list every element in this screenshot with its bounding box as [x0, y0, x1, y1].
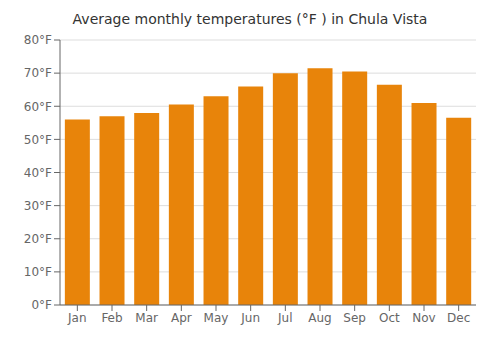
svg-text:Jul: Jul: [277, 311, 292, 325]
svg-text:20°F: 20°F: [24, 232, 52, 246]
svg-text:May: May: [204, 311, 229, 325]
svg-text:0°F: 0°F: [31, 298, 52, 312]
html-text:Average monthly temperatures (: Average monthly temperatures (°F ) in Ch…: [72, 11, 428, 27]
svg-text:40°F: 40°F: [24, 166, 52, 180]
svg-text:Apr: Apr: [171, 311, 192, 325]
svg-text:Feb: Feb: [101, 311, 122, 325]
svg-text:Oct: Oct: [379, 311, 400, 325]
svg-text:Mar: Mar: [135, 311, 158, 325]
svg-text:30°F: 30°F: [24, 199, 52, 213]
svg-text:Dec: Dec: [447, 311, 470, 325]
svg-text:10°F: 10°F: [24, 265, 52, 279]
svg-text:Nov: Nov: [412, 311, 435, 325]
svg-text:60°F: 60°F: [24, 100, 52, 114]
svg-text:Aug: Aug: [308, 311, 331, 325]
svg-text:80°F: 80°F: [24, 33, 52, 47]
svg-text:Sep: Sep: [343, 311, 366, 325]
svg-text:50°F: 50°F: [24, 133, 52, 147]
svg-text:70°F: 70°F: [24, 66, 52, 80]
svg-text:Jun: Jun: [240, 311, 260, 325]
svg-text:Jan: Jan: [67, 311, 87, 325]
